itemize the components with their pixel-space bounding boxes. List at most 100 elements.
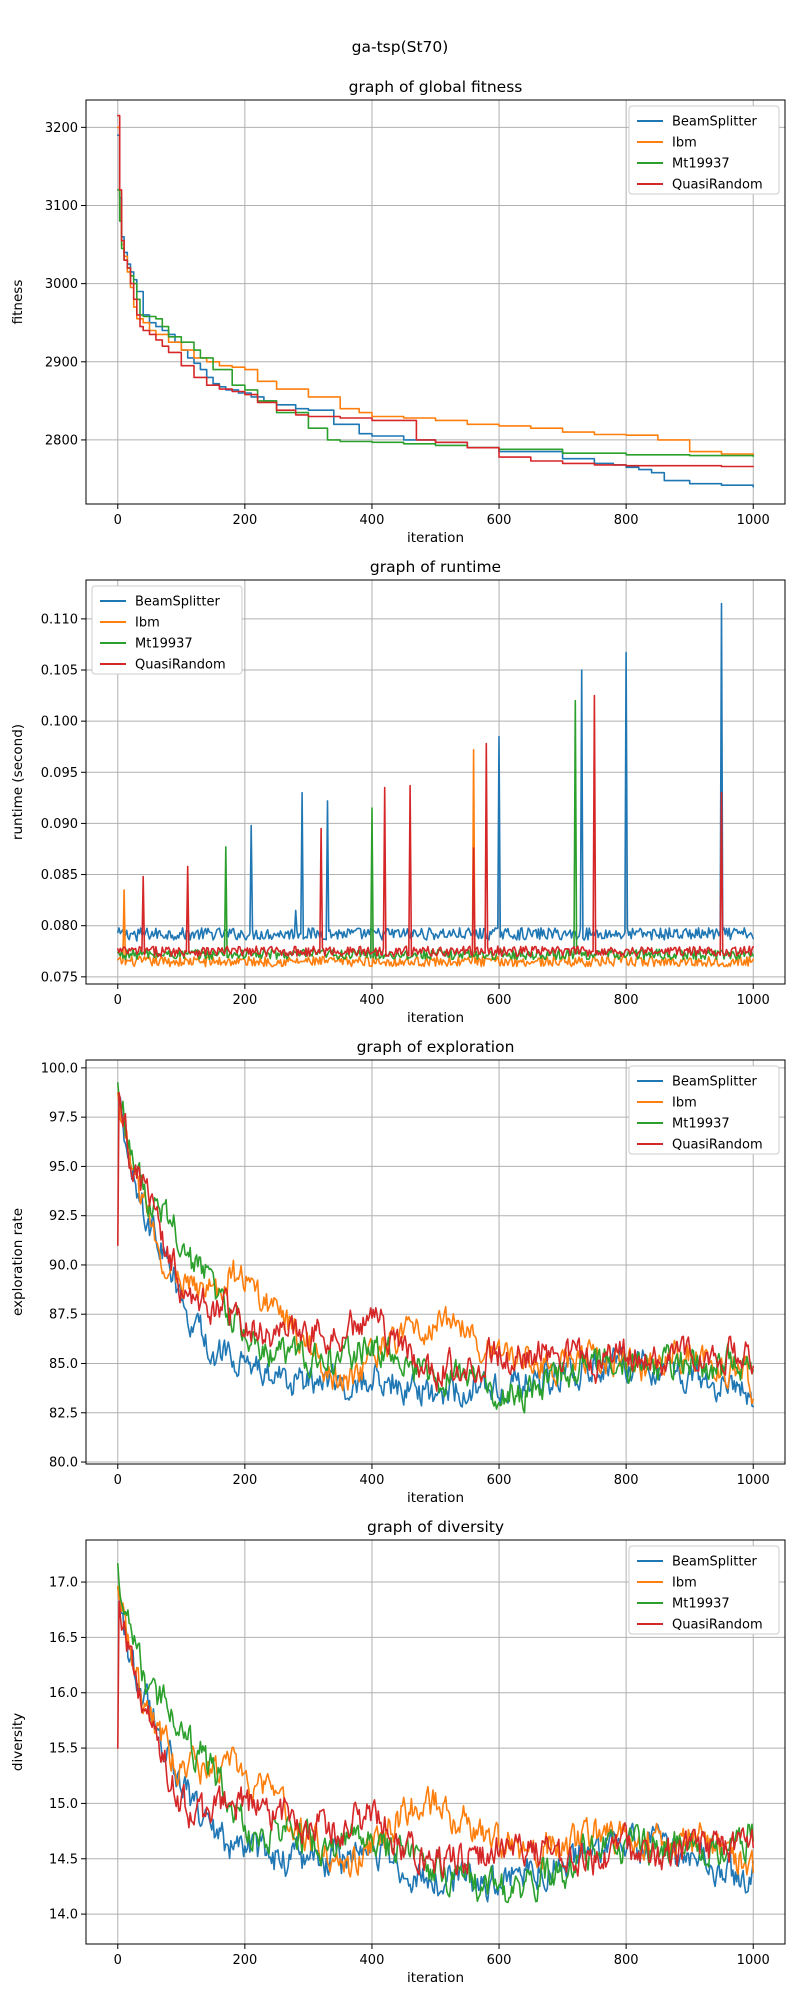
x-tick-label: 800 [614, 1953, 639, 1968]
y-tick-label: 80.0 [49, 1456, 78, 1471]
plot-frame [85, 1539, 786, 1945]
legend-entry: Mt19937 [672, 1597, 730, 1612]
series-line-beamsplitter [117, 602, 754, 942]
y-tick-label: 92.5 [49, 1209, 78, 1224]
x-tick-label: 0 [114, 1953, 122, 1968]
x-tick-label: 1000 [737, 1473, 770, 1488]
chart-panel-2: graph of runtime 0 200 400 600 800 1000 0.075 0.… [10, 558, 786, 1026]
plot-frame [85, 1059, 786, 1465]
y-tick-label: 82.5 [49, 1406, 78, 1421]
series-line-mt19937 [117, 189, 754, 458]
series-line-mt19937 [117, 699, 754, 961]
y-tick-label: 16.0 [49, 1686, 78, 1701]
x-tick-label: 200 [232, 993, 257, 1008]
y-tick-label: 16.5 [49, 1631, 78, 1646]
legend-entry: BeamSplitter [672, 1555, 757, 1570]
chart-title: graph of diversity [367, 1518, 504, 1536]
y-tick-label: 97.5 [49, 1111, 78, 1126]
legend-entry: QuasiRandom [135, 658, 226, 673]
figure-title: ga-tsp(St70) [352, 38, 449, 56]
legend-box [628, 1065, 780, 1155]
y-tick-label: 0.110 [41, 612, 78, 627]
y-tick-label: 2800 [45, 433, 78, 448]
x-axis-label: iteration [407, 1970, 464, 1986]
y-tick-label: 0.085 [41, 868, 78, 883]
y-tick-label: 0.075 [41, 970, 78, 985]
x-tick-label: 800 [614, 1473, 639, 1488]
x-tick-label: 600 [487, 513, 512, 528]
legend: BeamSplitter Ibm Mt19937 QuasiRandom [628, 1545, 780, 1635]
series-layer [117, 114, 754, 488]
x-tick-label: 1000 [737, 513, 770, 528]
x-tick-label: 0 [114, 993, 122, 1008]
series-line-ibm [117, 1585, 754, 1878]
y-tick-label: 85.0 [49, 1357, 78, 1372]
chart-panel-4: graph of diversity 0 200 400 600 800 1000 14.0 1… [10, 1518, 786, 1986]
y-tick-label: 87.5 [49, 1308, 78, 1323]
y-axis-label: runtime (second) [10, 724, 26, 840]
y-tick-label: 15.5 [49, 1742, 78, 1757]
legend-entry: Ibm [135, 616, 160, 631]
legend-entry: QuasiRandom [672, 1618, 763, 1633]
y-tick-label: 0.100 [41, 715, 78, 730]
legend-entry: Ibm [672, 1096, 697, 1111]
series-line-ibm [117, 126, 754, 457]
y-tick-label: 14.0 [49, 1908, 78, 1923]
x-tick-label: 400 [360, 1953, 385, 1968]
series-line-beamsplitter [117, 134, 754, 488]
x-tick-label: 400 [360, 993, 385, 1008]
y-axis-label: fitness [10, 280, 26, 325]
series-line-quasirandom [117, 694, 754, 958]
charts: graph of global fitness 0 200 400 600 800 1000… [10, 78, 786, 1986]
x-tick-label: 200 [232, 1473, 257, 1488]
y-tick-label: 3100 [45, 199, 78, 214]
plot-frame [85, 99, 786, 505]
y-tick-label: 2900 [45, 355, 78, 370]
x-tick-label: 600 [487, 993, 512, 1008]
y-tick-label: 0.095 [41, 766, 78, 781]
chart-panel-1: graph of global fitness 0 200 400 600 800 1000… [10, 78, 786, 546]
y-tick-label: 0.105 [41, 664, 78, 679]
legend-entry: Mt19937 [672, 157, 730, 172]
y-tick-label: 0.090 [41, 817, 78, 832]
y-axis-label: exploration rate [10, 1208, 26, 1316]
y-tick-label: 90.0 [49, 1258, 78, 1273]
x-tick-label: 1000 [737, 1953, 770, 1968]
legend-entry: Mt19937 [672, 1117, 730, 1132]
series-line-quasirandom [117, 114, 754, 468]
x-tick-label: 400 [360, 1473, 385, 1488]
y-tick-label: 0.080 [41, 919, 78, 934]
chart-title: graph of global fitness [349, 78, 523, 96]
x-tick-label: 0 [114, 513, 122, 528]
x-tick-label: 0 [114, 1473, 122, 1488]
x-tick-label: 400 [360, 513, 385, 528]
chart-title: graph of runtime [370, 558, 501, 576]
x-axis-label: iteration [407, 530, 464, 546]
x-tick-label: 600 [487, 1953, 512, 1968]
y-tick-label: 15.0 [49, 1797, 78, 1812]
x-tick-label: 200 [232, 513, 257, 528]
y-tick-label: 100.0 [41, 1061, 78, 1076]
legend: BeamSplitter Ibm Mt19937 QuasiRandom [628, 1065, 780, 1155]
y-tick-label: 3200 [45, 121, 78, 136]
legend-entry: Ibm [672, 136, 697, 151]
series-line-quasirandom [117, 1600, 754, 1879]
series-layer [117, 1562, 754, 1904]
x-tick-label: 800 [614, 993, 639, 1008]
legend-entry: BeamSplitter [672, 115, 757, 130]
x-tick-label: 800 [614, 513, 639, 528]
legend: BeamSplitter Ibm Mt19937 QuasiRandom [91, 585, 243, 675]
chart-title: graph of exploration [357, 1038, 515, 1056]
legend-box [91, 585, 243, 675]
legend-box [628, 105, 780, 195]
legend: BeamSplitter Ibm Mt19937 QuasiRandom [628, 105, 780, 195]
series-layer [117, 1082, 754, 1414]
chart-panel-3: graph of exploration 0 200 400 600 800 1000 80.… [10, 1038, 786, 1506]
y-tick-label: 3000 [45, 277, 78, 292]
x-axis-label: iteration [407, 1010, 464, 1026]
legend-box [628, 1545, 780, 1635]
plot-frame [85, 579, 786, 985]
legend-entry: QuasiRandom [672, 178, 763, 193]
x-tick-label: 200 [232, 1953, 257, 1968]
